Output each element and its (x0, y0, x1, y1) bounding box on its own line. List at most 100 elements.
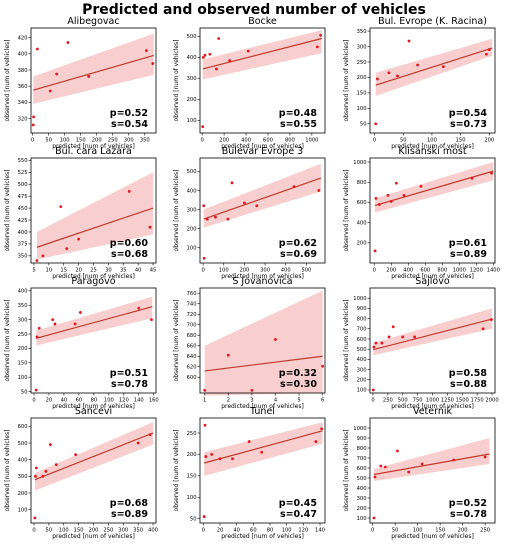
pearson-label: p=0.51 (110, 368, 148, 379)
pearson-label: p=0.58 (449, 368, 488, 379)
subplot-11: Tunel 0 20 40 60 80 100 120 140 50 100 150 200 250 pre… (173, 406, 326, 540)
x-axis-label: predicted [num of vehicles] (221, 273, 304, 280)
x-tick-label: 0 (371, 398, 374, 404)
data-point (420, 462, 424, 466)
data-point (374, 341, 378, 345)
data-point (34, 388, 38, 392)
y-tick-label: 500 (187, 34, 197, 40)
confidence-band (204, 422, 323, 476)
subplot-4: Bul. cara Lazara 5 10 15 20 25 30 35 40 45 350 375 4… (4, 146, 157, 280)
data-point (51, 318, 55, 322)
x-tick-label: 140 (134, 398, 144, 404)
y-tick-label: 400 (187, 55, 197, 61)
x-tick-label: 100 (413, 528, 423, 534)
x-tick-label: 0 (373, 268, 376, 274)
y-tick-label: 800 (357, 316, 367, 322)
x-tick-label: 5 (32, 268, 35, 274)
y-tick-label: 600 (357, 466, 367, 472)
pearson-label: p=0.60 (110, 238, 149, 249)
x-tick-label: 0 (202, 528, 205, 534)
x-tick-label: 200 (484, 138, 494, 144)
y-tick-label: 200 (187, 226, 197, 232)
subplot-1: Alibegovac 0 50 100 150 200 250 300 350 320 340 360… (4, 16, 157, 150)
data-point (386, 193, 390, 197)
data-point (243, 201, 246, 205)
data-point (36, 47, 39, 51)
data-point (373, 475, 377, 479)
y-tick-label: 500 (18, 441, 28, 447)
x-tick-label: 300 (260, 268, 270, 274)
y-tick-label: 200 (18, 491, 28, 497)
y-tick-label: 100 (187, 118, 197, 124)
x-tick-label: 45 (150, 268, 157, 274)
y-tick-label: 500 (357, 476, 367, 482)
y-tick-label: 500 (18, 182, 28, 188)
data-point (487, 48, 491, 52)
y-tick-label: 320 (18, 116, 28, 122)
x-tick-label: 1000 (426, 398, 439, 404)
y-axis-label: observed [num of vehicles] (173, 430, 180, 512)
data-point (65, 247, 69, 251)
regression-line (33, 54, 154, 91)
x-tick-label: 160 (149, 398, 159, 404)
data-point (490, 318, 493, 322)
y-tick-label: 700 (357, 327, 367, 333)
spearman-label: s=0.69 (280, 249, 317, 260)
data-point (481, 327, 485, 331)
axes-frame (199, 417, 326, 524)
data-point (53, 322, 57, 326)
x-tick-label: 300 (118, 528, 128, 534)
subplot-3: Bul. Evrope (K. Racina) 0 50 100 150 200 50 100… (343, 16, 496, 150)
x-tick-label: 1250 (441, 398, 454, 404)
x-tick-label: 0 (371, 528, 374, 534)
x-tick-label: 250 (103, 528, 113, 534)
x-tick-label: 0 (373, 138, 376, 144)
data-point (315, 45, 319, 49)
y-tick-label: 50 (190, 517, 197, 523)
y-tick-label: 50 (360, 122, 367, 128)
x-tick-label: 40 (135, 268, 142, 274)
y-tick-label: 600 (357, 337, 367, 343)
x-tick-label: 50 (45, 138, 52, 144)
regression-line (374, 170, 494, 207)
regression-line (373, 318, 493, 351)
data-point (202, 515, 206, 518)
data-point (205, 217, 209, 221)
axes-frame (199, 157, 326, 264)
y-tick-label: 250 (187, 431, 197, 437)
x-tick-label: 100 (60, 138, 70, 144)
data-point (137, 306, 141, 310)
x-tick-label: 40 (61, 398, 68, 404)
subplot-7: Paragovo 0 20 40 60 80 100 120 140 160 50 100 150 200… (4, 276, 159, 410)
y-tick-label: 800 (357, 180, 367, 186)
y-tick-label: 150 (187, 474, 197, 480)
x-tick-label: 120 (119, 398, 129, 404)
x-tick-label: 100 (282, 528, 292, 534)
subplot-title: Paragovo (71, 276, 115, 287)
x-tick-label: 1750 (471, 398, 484, 404)
y-tick-label: 300 (18, 317, 28, 323)
data-point (55, 72, 59, 76)
x-tick-label: 1200 (470, 268, 483, 274)
x-tick-label: 100 (427, 138, 437, 144)
x-tick-label: 200 (219, 138, 229, 144)
x-tick-label: 250 (108, 138, 118, 144)
data-point (371, 388, 375, 392)
y-tick-label: 450 (18, 206, 28, 212)
subplot-title: Bocke (248, 16, 277, 27)
y-axis-label: observed [num of vehicles] (343, 300, 350, 382)
regression-line (204, 430, 323, 464)
data-point (246, 49, 250, 53)
y-axis-label: observed [num of vehicles] (173, 300, 180, 382)
data-point (372, 516, 376, 520)
y-tick-label: 300 (187, 207, 197, 213)
x-tick-label: 1000 (305, 138, 318, 144)
x-axis-label: predicted [num of vehicles] (52, 533, 135, 540)
subplot-title: Bul. Evrope (K. Racina) (378, 16, 487, 27)
data-point (201, 125, 205, 129)
spearman-label: s=0.47 (280, 509, 317, 520)
spearman-label: s=0.54 (111, 119, 148, 130)
x-tick-label: 20 (75, 268, 82, 274)
data-point (374, 122, 378, 126)
x-tick-label: 400 (403, 268, 413, 274)
